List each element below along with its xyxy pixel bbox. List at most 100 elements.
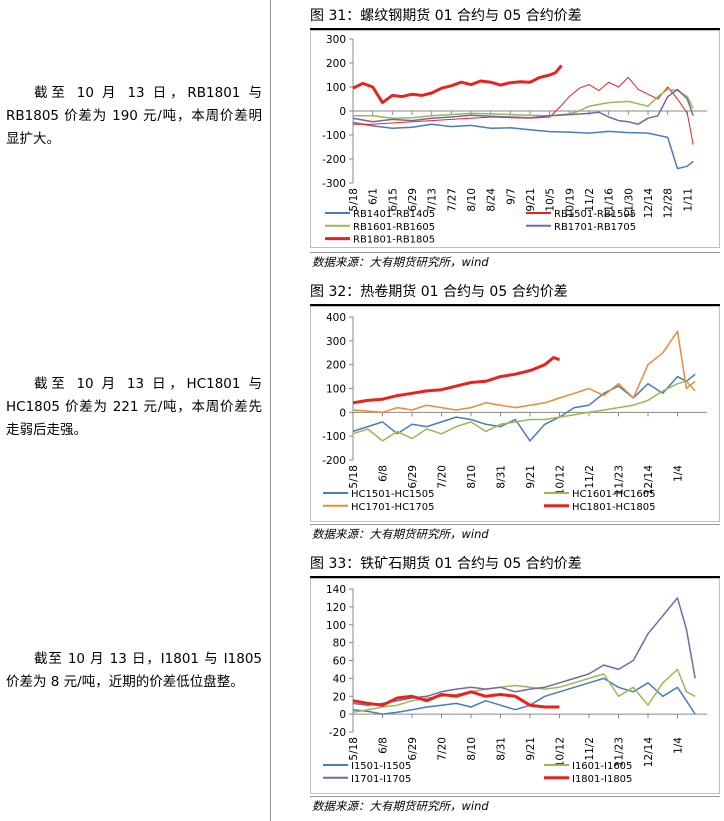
source-rule <box>310 796 720 797</box>
x-tick-label: 12/28 <box>663 188 675 218</box>
legend-label: I1801-I1805 <box>572 774 632 785</box>
y-tick-label: 100 <box>326 620 346 632</box>
x-tick-label: 10/5 <box>545 188 557 212</box>
y-tick-label: 0 <box>339 106 346 118</box>
series-line-hc1501-hc1505 <box>352 373 696 442</box>
y-tick-label: 80 <box>333 638 346 650</box>
source-rule <box>310 524 720 525</box>
legend-label: I1601-I1605 <box>572 761 632 772</box>
x-tick-label: 6/29 <box>407 188 419 212</box>
legend-label: HC1501-HC1505 <box>351 489 435 500</box>
y-tick-label: 120 <box>326 602 346 614</box>
y-tick-label: 100 <box>326 384 346 396</box>
x-tick-label: 11/23 <box>614 465 626 495</box>
x-tick-label: 11/2 <box>584 737 596 761</box>
y-tick-label: 400 <box>326 312 346 324</box>
hc-commentary: 截至 10 月 13 日，HC1801 与 HC1805 价差为 221 元/吨… <box>6 376 262 438</box>
x-tick-label: 11/23 <box>614 737 626 767</box>
x-tick-label: 7/27 <box>446 188 458 212</box>
series-line-hc1701-hc1705 <box>352 330 696 414</box>
legend-label: RB1801-RB1805 <box>353 235 435 246</box>
x-tick-label: 6/15 <box>387 188 399 212</box>
x-tick-label: 11/2 <box>584 465 596 489</box>
x-tick-label: 7/20 <box>437 737 449 761</box>
y-tick-label: -200 <box>322 154 346 166</box>
legend-label: HC1801-HC1805 <box>572 502 656 513</box>
x-tick-label: 8/24 <box>486 188 498 212</box>
source-label: 数据来源：大有期货研究所，wind <box>312 255 489 269</box>
series-line-rb1701-rb1705 <box>352 88 694 125</box>
x-tick-label: 8/31 <box>496 737 508 761</box>
x-tick-label: 5/18 <box>348 188 360 212</box>
x-tick-label: 9/7 <box>505 188 517 205</box>
x-tick-label: 8/10 <box>466 737 478 761</box>
series-line-hc1801-hc1805 <box>352 356 561 405</box>
source-label: 数据来源：大有期货研究所，wind <box>312 527 489 541</box>
y-tick-label: -100 <box>322 431 346 443</box>
y-tick-label: 300 <box>326 34 346 46</box>
x-tick-label: 11/2 <box>584 188 596 212</box>
x-tick-label: 12/14 <box>643 465 655 496</box>
x-tick-label: 12/14 <box>643 737 655 768</box>
x-tick-label: 8/10 <box>466 188 478 212</box>
x-tick-label: 7/13 <box>427 188 439 212</box>
y-tick-label: -300 <box>322 178 346 190</box>
source-label: 数据来源：大有期货研究所，wind <box>312 799 489 813</box>
chart-title: 图 32：热卷期货 01 合约与 05 合约价差 <box>310 284 568 300</box>
series-line-i1601-i1605 <box>352 668 696 714</box>
legend-label: RB1501-RB1505 <box>554 209 636 220</box>
x-tick-label: 9/21 <box>525 737 537 761</box>
series-line-i1801-i1805 <box>352 690 560 709</box>
rb-commentary: 截至 10 月 13 日，RB1801 与 RB1805 价差为 190 元/吨… <box>6 85 262 147</box>
chart-frame: 140 120 100 80 60 40 20 0 -20 5/18 6/8 6/29 7/20 8/10… <box>310 578 720 794</box>
y-tick-label: 0 <box>339 709 346 721</box>
x-tick-label: 5/18 <box>348 737 360 761</box>
title-rule <box>310 304 720 306</box>
x-tick-label: 10/12 <box>555 737 567 767</box>
y-tick-label: 200 <box>326 360 346 372</box>
y-tick-label: 0 <box>339 407 346 419</box>
x-tick-label: 8/10 <box>466 465 478 489</box>
x-tick-label: 6/1 <box>368 188 380 205</box>
y-tick-label: 60 <box>333 656 346 668</box>
title-rule <box>310 576 720 578</box>
x-tick-label: 1/11 <box>682 188 694 212</box>
chart-frame: 400 300 200 100 0 -100 -200 5/18 6/8 6/29 7/20 8/10… <box>310 306 720 522</box>
title-rule <box>310 28 720 30</box>
y-tick-label: -20 <box>329 727 346 739</box>
series-line-hc1601-hc1605 <box>352 380 696 442</box>
legend-label: I1501-I1505 <box>351 761 411 772</box>
x-tick-label: 6/29 <box>407 737 419 761</box>
x-tick-label: 10/19 <box>564 188 576 218</box>
spread-chart-iron-ore: 140 120 100 80 60 40 20 0 -205/18 6/8 6/29 7/20 8/10… <box>323 584 707 785</box>
chart-title: 图 33：铁矿石期货 01 合约与 05 合约价差 <box>310 556 582 572</box>
x-tick-label: 1/4 <box>673 737 685 754</box>
y-tick-label: 200 <box>326 58 346 70</box>
y-tick-label: 20 <box>333 691 346 703</box>
chart-frame: 300 200 100 0 -100 -200 -300 5/18 6/1 6/15 6/29 7/1… <box>310 30 720 248</box>
x-tick-label: 12/14 <box>643 188 655 219</box>
x-tick-label: 1/4 <box>673 465 685 482</box>
legend-label: I1701-I1705 <box>351 774 411 785</box>
x-tick-label: 8/31 <box>496 465 508 489</box>
x-tick-label: 9/21 <box>525 188 537 212</box>
legend-label: RB1601-RB1605 <box>353 222 435 233</box>
x-tick-label: 5/18 <box>348 465 360 489</box>
y-tick-label: 100 <box>326 82 346 94</box>
legend-label: HC1601-HC1605 <box>572 489 656 500</box>
column-divider <box>270 0 271 821</box>
x-tick-label: 7/20 <box>437 465 449 489</box>
source-rule <box>310 252 720 253</box>
x-tick-label: 9/21 <box>525 465 537 489</box>
series-line-rb1801-rb1805 <box>352 64 563 105</box>
x-tick-label: 11/16 <box>604 188 616 219</box>
series-line-rb1401-rb1405 <box>352 121 694 170</box>
legend-label: RB1401-RB1405 <box>353 209 435 220</box>
x-tick-label: 6/29 <box>407 465 419 489</box>
x-tick-label: 11/30 <box>623 188 635 218</box>
chart-title: 图 31：螺纹钢期货 01 合约与 05 合约价差 <box>310 8 582 24</box>
y-tick-label: 140 <box>326 584 346 596</box>
y-tick-label: 300 <box>326 336 346 348</box>
